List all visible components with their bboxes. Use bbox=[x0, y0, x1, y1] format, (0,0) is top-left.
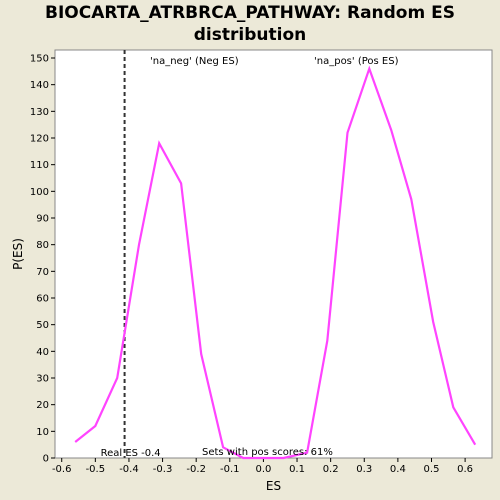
y-tick-label: 130 bbox=[30, 107, 49, 118]
y-tick-label: 150 bbox=[30, 54, 49, 65]
x-tick-label: 0.1 bbox=[289, 464, 305, 475]
x-tick-label: -0.3 bbox=[153, 464, 173, 475]
real-es-label: Real ES -0.4 bbox=[101, 448, 161, 459]
x-tick-label: -0.4 bbox=[119, 464, 139, 475]
x-tick-label: 0.3 bbox=[356, 464, 372, 475]
y-tick-label: 50 bbox=[36, 320, 49, 331]
plot-area bbox=[54, 49, 493, 459]
chart-title-line2: distribution bbox=[193, 25, 307, 45]
x-tick-label: 0.4 bbox=[390, 464, 406, 475]
y-axis-ticks: 0 10 20 30 40 50 60 70 80 90 100 110 120 130 140 150 bbox=[30, 54, 55, 465]
x-tick-label: 0.6 bbox=[457, 464, 473, 475]
y-tick-label: 20 bbox=[36, 400, 49, 411]
y-tick-label: 30 bbox=[36, 374, 49, 385]
y-tick-label: 90 bbox=[36, 214, 49, 225]
x-axis-label: ES bbox=[266, 479, 281, 493]
x-tick-label: -0.6 bbox=[52, 464, 72, 475]
chart-title: BIOCARTA_ATRBRCA_PATHWAY: Random ES dist… bbox=[0, 2, 500, 46]
neg-es-label: 'na_neg' (Neg ES) bbox=[150, 56, 239, 67]
y-tick-label: 10 bbox=[36, 427, 49, 438]
y-tick-label: 0 bbox=[43, 454, 49, 465]
x-tick-label: -0.5 bbox=[86, 464, 106, 475]
y-axis-label: P(ES) bbox=[11, 238, 25, 270]
y-tick-label: 80 bbox=[36, 240, 49, 251]
x-tick-label: 0.2 bbox=[323, 464, 339, 475]
chart-title-line1: BIOCARTA_ATRBRCA_PATHWAY: Random ES bbox=[45, 3, 455, 23]
x-axis-ticks: -0.6 -0.5 -0.4 -0.3 -0.2 -0.1 0.0 0.1 0.2 0.3 0.4 0… bbox=[52, 458, 473, 475]
y-tick-label: 110 bbox=[30, 160, 49, 171]
x-tick-label: 0.0 bbox=[255, 464, 271, 475]
y-tick-label: 60 bbox=[36, 294, 49, 305]
y-tick-label: 120 bbox=[30, 134, 49, 145]
x-tick-label: 0.5 bbox=[424, 464, 440, 475]
y-tick-label: 140 bbox=[30, 80, 49, 91]
es-distribution-curve bbox=[74, 65, 477, 460]
y-tick-label: 70 bbox=[36, 267, 49, 278]
pos-scores-label: Sets with pos scores: 61% bbox=[202, 447, 333, 458]
y-tick-label: 40 bbox=[36, 347, 49, 358]
y-tick-label: 100 bbox=[30, 187, 49, 198]
x-tick-label: -0.1 bbox=[220, 464, 240, 475]
x-tick-label: -0.2 bbox=[186, 464, 206, 475]
pos-es-label: 'na_pos' (Pos ES) bbox=[314, 56, 399, 67]
